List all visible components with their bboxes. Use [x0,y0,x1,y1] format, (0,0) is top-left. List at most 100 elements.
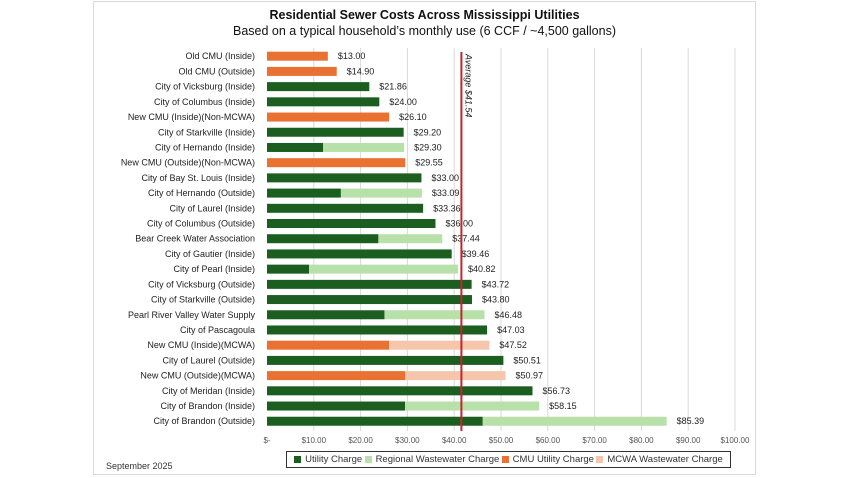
x-tick-label: $60.00 [536,436,561,445]
legend-item-utility-charge: Utility Charge [294,454,362,465]
bar-segment-utility-charge [267,234,379,244]
value-label: $46.48 [495,310,523,320]
value-label: $26.10 [399,112,427,122]
bar-segment-utility-charge [267,310,385,320]
x-tick-label: $50.00 [489,436,514,445]
category-label: New CMU (Outside)(MCWA) [140,371,255,381]
legend-item-mcwa-wastewater-charge: MCWA Wastewater Charge [596,454,723,465]
value-label: $24.00 [389,97,417,107]
legend-label: MCWA Wastewater Charge [607,454,723,465]
bar-segment-regional-wastewater-charge [384,310,485,320]
category-label: New CMU (Inside)(MCWA) [147,340,255,350]
bar-segment-utility-charge [267,249,452,259]
x-tick-label: $70.00 [582,436,607,445]
x-tick-label: $- [263,436,270,445]
bar-segment-utility-charge [267,355,504,365]
value-label: $33.09 [432,188,460,198]
bar-segment-utility-charge [267,325,488,335]
value-label: $29.55 [415,158,443,168]
bar-segment-mcwa-wastewater-charge [405,371,506,381]
legend: Utility Charge Regional Wastewater Charg… [286,451,731,468]
value-label: $37.44 [452,234,480,244]
category-label: City of Starkville (Outside) [151,295,255,305]
category-labels: Old CMU (Inside) Old CMU (Outside) City of… [121,51,256,426]
category-label: City of Vicksburg (Inside) [155,82,255,92]
value-label: $39.46 [462,249,490,259]
average-line-label: Average $41.54 [463,53,473,117]
x-axis-ticks: $- $10.00 $20.00 $30.00 $40.00 $50.00 $60.00 $7… [263,436,750,445]
average-line-group: Average $41.54 [460,52,473,431]
category-label: City of Columbus (Outside) [147,219,255,229]
bar-segment-regional-wastewater-charge [340,188,422,198]
value-label: $33.00 [431,173,459,183]
bar-segment-utility-charge [267,401,406,411]
x-tick-label: $90.00 [676,436,701,445]
bar-segment-utility-charge [267,386,533,396]
chart-title: Residential Sewer Costs Across Mississip… [269,8,580,22]
x-tick-label: $20.00 [348,436,373,445]
category-label: City of Bay St. Louis (Inside) [141,173,255,183]
bar-segment-cmu-utility-charge [267,51,328,61]
legend-label: CMU Utility Charge [512,454,594,465]
category-label: City of Meridan (Inside) [162,386,255,396]
x-tick-label: $80.00 [629,436,654,445]
bar-segment-cmu-utility-charge [267,371,406,381]
legend-label: Regional Wastewater Charge [375,454,500,465]
bar-segment-utility-charge [267,295,472,305]
category-label: City of Brandon (Inside) [160,401,255,411]
category-label: Pearl River Valley Water Supply [128,310,256,320]
value-labels: $13.00 $14.90 $21.86 $24.00 $26.10 $29.20 $29.… [338,51,704,426]
category-label: City of Laurel (Outside) [162,355,255,365]
value-label: $50.51 [513,355,541,365]
x-tick-label: $10.00 [302,436,327,445]
category-label: New CMU (Inside)(Non-MCWA) [128,112,255,122]
bar-segment-utility-charge [267,173,422,183]
x-tick-label: $30.00 [395,436,420,445]
bar-segment-mcwa-wastewater-charge [389,340,490,350]
bar-segment-utility-charge [267,264,310,274]
value-label: $21.86 [379,82,407,92]
bar-segment-cmu-utility-charge [267,340,390,350]
value-label: $29.30 [414,142,442,152]
value-label: $29.20 [414,127,442,137]
category-label: City of Vicksburg (Outside) [148,279,255,289]
bar-segment-utility-charge [267,97,380,107]
bar-segment-utility-charge [267,203,424,213]
value-label: $36.00 [445,219,473,229]
bar-segment-cmu-utility-charge [267,112,390,122]
x-tick-label: $100.00 [721,436,750,445]
legend-label: Utility Charge [305,454,363,465]
legend-swatch-regional-wastewater-charge [364,456,372,463]
value-label: $58.15 [549,401,577,411]
bar-segment-utility-charge [267,142,324,152]
value-label: $47.52 [499,340,527,350]
bar-segment-utility-charge [267,82,370,92]
bar-segment-utility-charge [267,279,472,289]
category-label: City of Gautier (Inside) [165,249,255,259]
bar-segment-cmu-utility-charge [267,66,337,76]
value-label: $85.39 [677,416,705,426]
x-tick-label: $40.00 [442,436,467,445]
category-label: City of Hernando (Outside) [148,188,255,198]
category-label: City of Pearl (Inside) [173,264,255,274]
legend-swatch-utility-charge [294,456,302,463]
category-label: Old CMU (Inside) [185,51,255,61]
legend-swatch-cmu-utility-charge [501,456,509,463]
chart-subtitle: Based on a typical household’s monthly u… [233,24,616,38]
category-label: City of Starkville (Inside) [158,127,255,137]
value-label: $47.03 [497,325,525,335]
bar-segment-regional-wastewater-charge [482,416,667,426]
value-label: $43.72 [482,279,510,289]
bars [267,51,667,426]
value-label: $14.90 [347,66,375,76]
bar-segment-cmu-utility-charge [267,158,406,168]
category-label: City of Hernando (Inside) [155,142,255,152]
category-label: City of Laurel (Inside) [169,203,255,213]
value-label: $50.97 [516,371,544,381]
footer-date: September 2025 [106,461,173,471]
value-label: $40.82 [468,264,496,274]
category-label: City of Brandon (Outside) [153,416,255,426]
category-label: Old CMU (Outside) [178,66,255,76]
bar-segment-utility-charge [267,219,436,229]
bar-segment-regional-wastewater-charge [405,401,540,411]
